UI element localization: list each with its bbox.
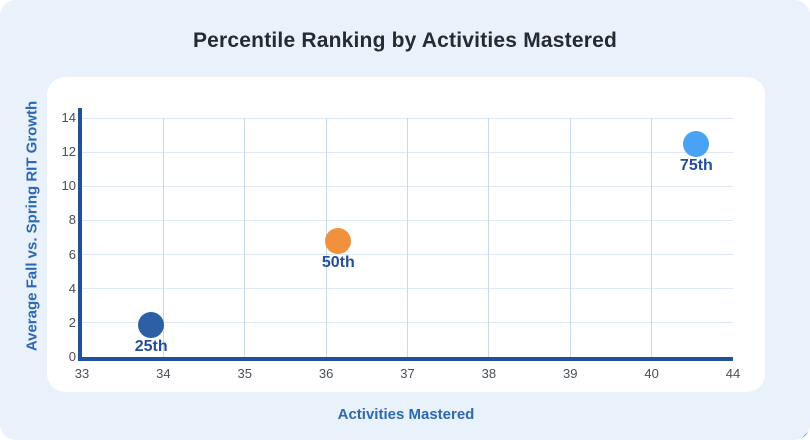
y-axis-line: [78, 108, 82, 361]
y-tick-label: 8: [68, 212, 76, 228]
gridline-vertical: [407, 118, 408, 357]
x-tick-label: 35: [237, 366, 252, 381]
gridline-vertical: [569, 118, 571, 357]
data-point-label: 50th: [321, 253, 355, 271]
gridline-vertical: [488, 118, 490, 357]
resize-grip-icon: [800, 430, 810, 440]
y-tick-label: 14: [61, 110, 76, 125]
y-tick-label: 2: [68, 314, 76, 330]
data-point-50th[interactable]: [325, 227, 352, 254]
x-tick-label: 40: [644, 366, 659, 381]
data-point-label: 75th: [679, 156, 713, 174]
data-point-25th[interactable]: [138, 311, 165, 338]
gridline-vertical: [244, 118, 246, 357]
y-tick-label: 6: [68, 246, 76, 262]
x-tick-label: 33: [74, 366, 90, 381]
x-axis-title: Activities Mastered: [337, 406, 475, 423]
data-point-label: 25th: [134, 337, 168, 355]
x-tick-label: 38: [481, 366, 497, 381]
x-tick-label: 39: [563, 366, 578, 381]
y-tick-label: 0: [68, 349, 76, 364]
y-tick-label: 10: [61, 178, 76, 194]
chart-title: Percentile Ranking by Activities Mastere…: [192, 29, 618, 52]
gridline-vertical: [651, 118, 653, 357]
x-tick-label: 44: [725, 366, 741, 381]
gridline-vertical: [162, 118, 164, 357]
data-point-75th[interactable]: [683, 130, 710, 157]
x-tick-label: 34: [156, 366, 171, 381]
y-tick-label: 12: [61, 144, 76, 160]
plot-panel: 0 2 4 6 8 10 12 14 33 34 35 36 37 38 39 40 44 25th 50th 75t…: [47, 77, 765, 392]
y-axis-title: Average Fall vs. Spring RIT Growth: [23, 100, 41, 352]
x-tick-label: 36: [318, 366, 334, 381]
y-tick-label: 4: [68, 280, 76, 296]
x-axis-line: [78, 357, 733, 361]
x-tick-label: 37: [400, 366, 415, 381]
